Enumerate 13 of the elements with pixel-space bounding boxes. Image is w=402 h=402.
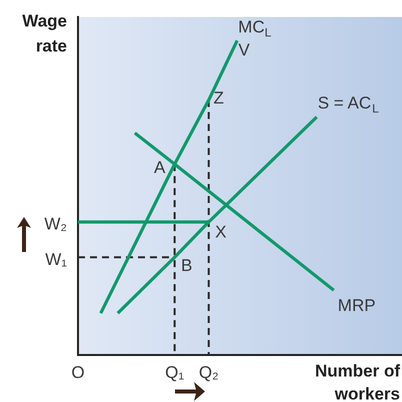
annotation: X [215,222,226,242]
annotation: B [180,256,192,275]
annotation: Z [214,88,224,108]
series-label: MRP [338,296,376,315]
annotation: V [238,40,250,60]
x-axis-title: Number of workers [315,362,400,402]
x-tick-label: Q₁ [165,362,184,382]
annotation: W₁ [45,250,68,269]
x-tick-label: Q₂ [198,362,219,382]
y-axis-title: Wage rate [22,12,68,56]
annotation: A [154,158,166,177]
annotation: W₂ [44,214,68,234]
x-tick-label: O [71,362,85,382]
